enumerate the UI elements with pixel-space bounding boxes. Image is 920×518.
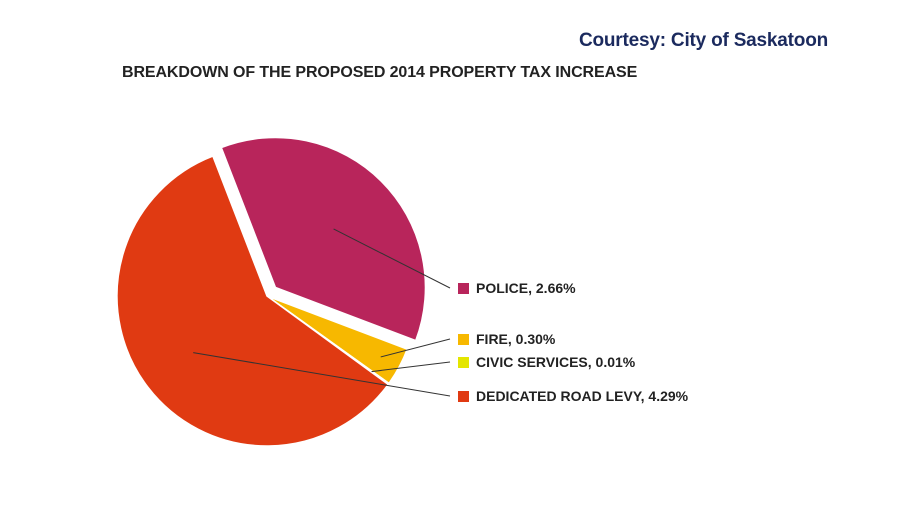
leader-line-fire [380, 338, 451, 358]
pie-slice-dedicated-road-levy [116, 155, 390, 447]
leader-line-civic-services [371, 361, 451, 373]
legend-label-civic-services: CIVIC SERVICES, 0.01% [476, 354, 636, 370]
legend: POLICE, 2.66% FIRE, 0.30% CIVIC SERVICES, … [458, 280, 689, 404]
pie-slice-police [220, 136, 427, 342]
legend-swatch-police [458, 283, 469, 294]
legend-label-dedicated-road-levy: DEDICATED ROAD LEVY, 4.29% [476, 388, 689, 404]
courtesy-credit: Courtesy: City of Saskatoon [578, 30, 828, 51]
legend-label-police: POLICE, 2.66% [476, 280, 576, 296]
leader-line-dedicated-road-levy [193, 352, 451, 397]
leader-line-police [333, 228, 451, 289]
pie-slices [116, 136, 427, 447]
legend-swatch-fire [458, 334, 469, 345]
chart-title: BREAKDOWN OF THE PROPOSED 2014 PROPERTY … [122, 64, 638, 81]
legend-swatch-dedicated-road-levy [458, 391, 469, 402]
legend-swatch-civic-services [458, 357, 469, 368]
leader-lines [193, 228, 451, 397]
legend-label-fire: FIRE, 0.30% [476, 331, 556, 347]
